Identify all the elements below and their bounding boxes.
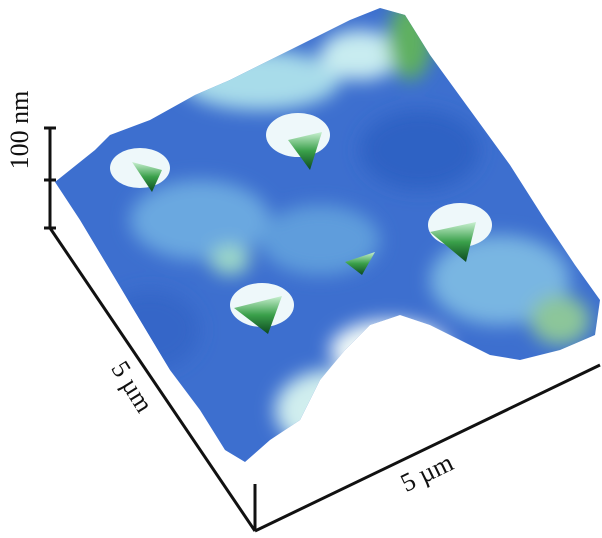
z-scale-label: 100 nm bbox=[5, 91, 34, 170]
y-length-label: 5 µm bbox=[105, 356, 159, 418]
indents bbox=[110, 113, 492, 365]
axes bbox=[44, 126, 601, 533]
x-length-label: 5 µm bbox=[396, 448, 458, 498]
